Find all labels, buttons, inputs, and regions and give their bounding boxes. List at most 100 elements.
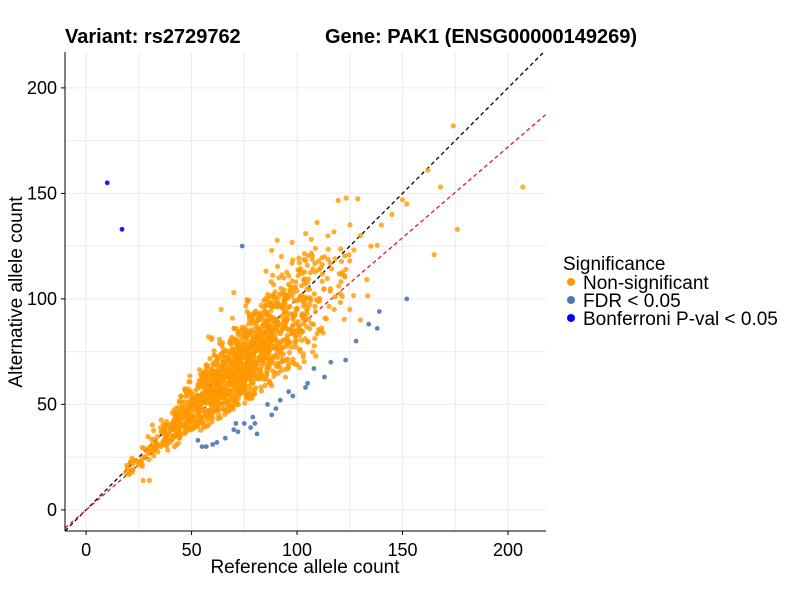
data-point [270,368,276,374]
data-point [285,304,291,311]
data-point [307,326,313,332]
data-point [242,327,249,333]
data-point [265,291,271,297]
data-point [320,330,326,336]
data-point [251,310,257,316]
data-point [249,343,255,350]
data-point [335,197,341,203]
data-point [313,353,319,359]
data-point [193,387,199,393]
data-point [279,356,285,362]
data-point [262,331,268,337]
data-point [261,298,267,304]
data-point [302,317,308,323]
data-point [296,297,302,303]
data-point [248,378,254,384]
data-point [263,268,269,274]
data-point [285,361,292,367]
data-point [219,342,225,348]
data-point [307,270,313,276]
data-point [346,252,352,258]
data-point [219,369,225,375]
data-point [267,357,273,364]
data-point [233,353,239,359]
data-point [234,389,240,395]
data-point [148,436,154,442]
data-point [169,410,175,416]
data-point [203,444,209,449]
data-point [252,372,258,378]
data-point [265,335,271,341]
data-point [203,379,209,385]
legend-marker [567,314,575,322]
data-point [197,427,204,433]
data-point [328,359,334,365]
data-point [303,231,309,237]
data-point [261,375,267,381]
data-point [251,336,257,342]
data-point [328,266,335,272]
data-point [271,282,277,288]
data-point [225,399,231,405]
legend-marker [567,278,575,286]
data-point [175,429,181,435]
data-point [289,239,295,245]
data-point [151,453,157,459]
data-point [274,363,280,369]
data-point [195,437,201,443]
data-point [281,318,287,324]
data-point [207,356,213,362]
data-point [228,341,234,347]
data-point [190,398,196,404]
y-tick-label: 100 [27,289,57,309]
data-point [157,425,164,431]
data-point [220,352,226,358]
data-point [235,332,241,338]
data-point [296,260,302,266]
data-point [342,274,348,280]
data-point [261,349,267,355]
data-point [246,317,252,323]
data-point [244,375,250,382]
data-point [298,283,304,289]
data-point [269,303,276,309]
y-tick-label: 50 [37,394,57,414]
data-point [312,335,318,341]
data-point [357,317,363,323]
data-point [218,306,224,312]
data-point [337,299,343,306]
data-point [220,406,226,412]
data-point [229,346,235,352]
data-point [304,262,310,268]
data-point [199,444,205,449]
data-point [323,316,329,322]
data-point [176,398,182,404]
data-point [342,253,348,259]
data-point [450,123,456,129]
data-point [305,276,312,282]
data-point [404,296,410,302]
data-point [290,285,296,291]
data-point [210,398,216,404]
data-point [216,392,222,398]
data-point [254,323,260,329]
data-point [374,242,380,248]
data-point [312,309,318,315]
data-point [347,306,353,312]
data-point [300,303,307,309]
data-point [293,279,299,285]
data-point [204,423,210,429]
data-point [300,312,306,318]
data-point [301,359,307,365]
data-point [341,316,347,322]
data-point [263,324,270,331]
data-point [366,321,372,327]
data-point [146,456,152,463]
data-point [257,355,263,361]
data-point [202,412,208,418]
data-point [336,283,342,289]
data-point [355,196,361,202]
data-point [104,180,110,186]
